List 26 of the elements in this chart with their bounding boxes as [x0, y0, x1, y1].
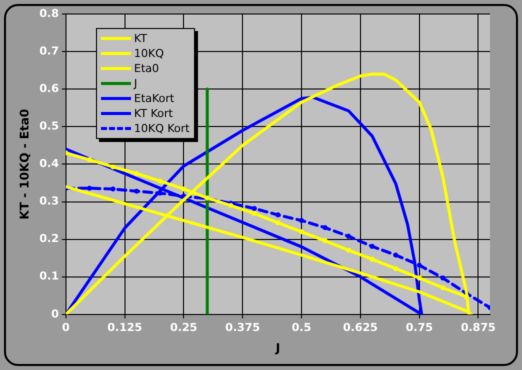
y-tick-label: 0.6: [39, 82, 60, 95]
legend-label: J: [134, 76, 138, 91]
y-tick-label: 0.8: [39, 6, 59, 20]
y-tick-label: 0.4: [39, 157, 60, 170]
y-tick-label: 0.5: [39, 120, 59, 133]
y-tick-label: 0: [51, 307, 60, 320]
legend-label: 10KQ Kort: [134, 121, 190, 136]
x-tick-label: 0: [62, 320, 70, 334]
y-tick-label: 0.1: [39, 270, 59, 283]
y-axis-title: KT - 10KQ - Eta0: [17, 108, 32, 220]
legend-label: 10KQ: [134, 46, 164, 61]
y-tick-label: 0.3: [39, 194, 59, 208]
legend-label: Eta0: [134, 61, 160, 76]
x-tick-label: 0.5: [292, 320, 312, 334]
x-tick-label: 0.75: [406, 320, 433, 334]
legend-label: KT Kort: [134, 106, 173, 121]
y-tick-label: 0.7: [39, 44, 59, 58]
x-tick-label: 0.625: [343, 320, 378, 334]
legend-label: EtaKort: [134, 91, 174, 106]
legend-label: KT: [134, 31, 148, 46]
x-tick-label: 0.375: [225, 320, 260, 334]
x-axis-title: J: [274, 340, 280, 355]
x-tick-label: 0.25: [170, 320, 198, 334]
y-tick-label: 0.2: [39, 232, 59, 246]
x-tick-label: 0.125: [107, 320, 142, 334]
x-tick-label: 0.875: [460, 320, 496, 334]
